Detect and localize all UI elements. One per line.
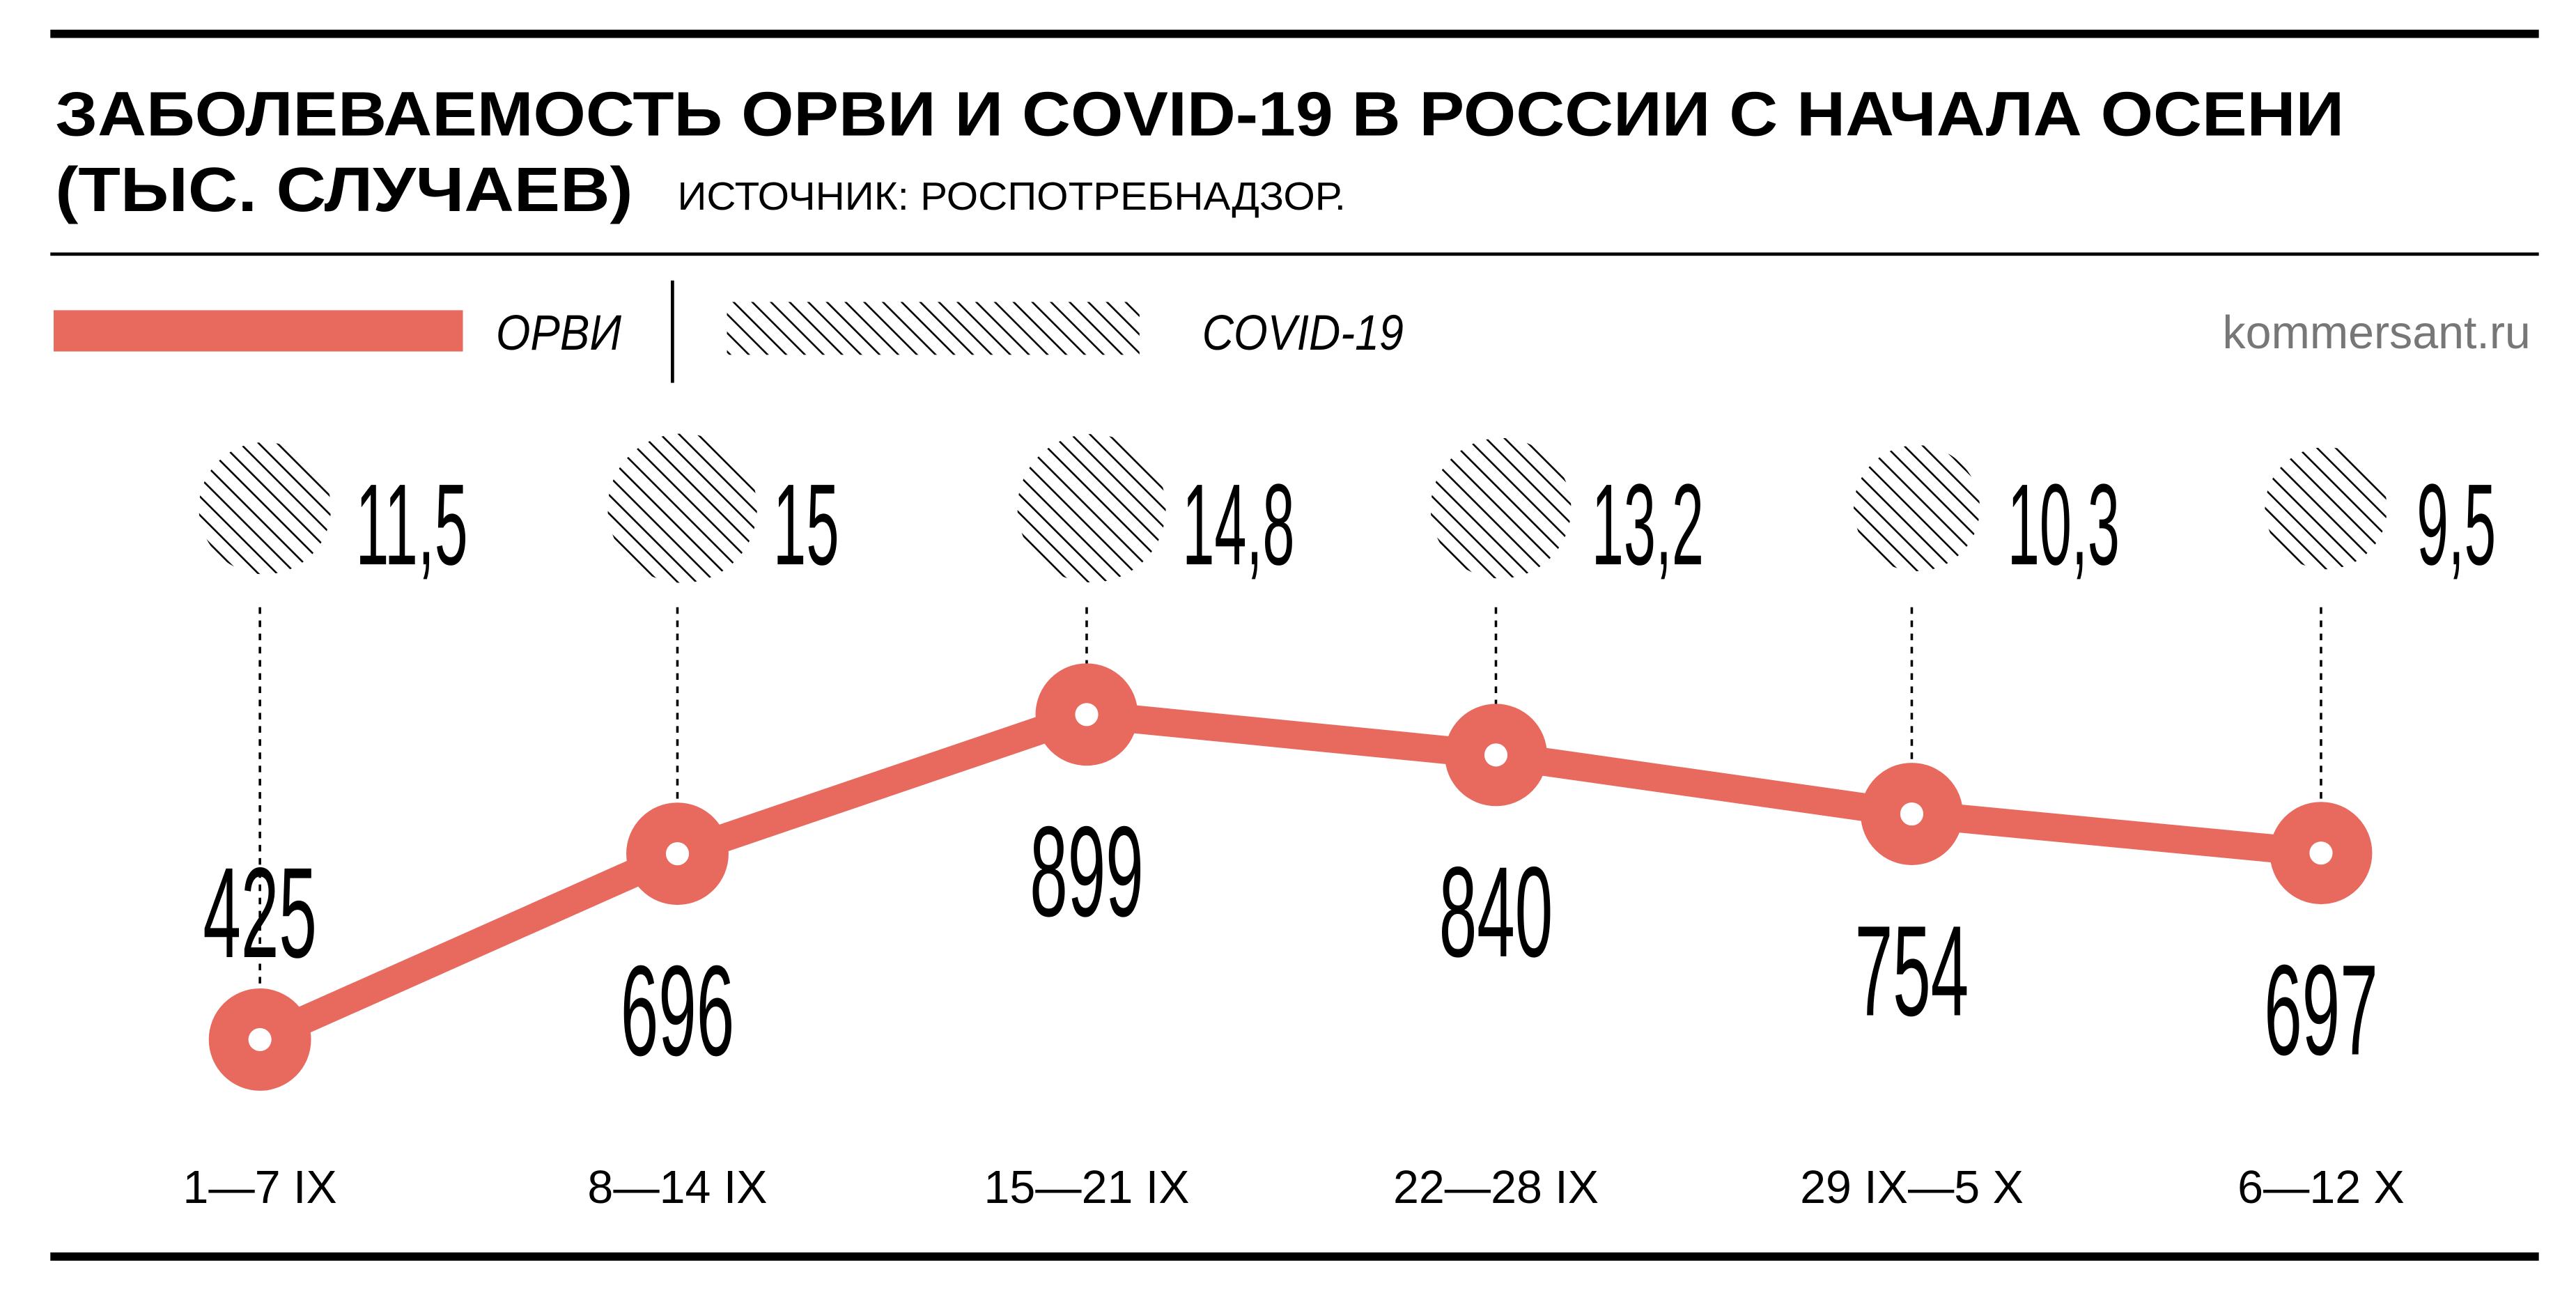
covid-hatched-circle [607,433,757,583]
orvi-value-label: 754 [1855,900,1969,1043]
covid-value-label: 15 [773,460,839,589]
covid-hatched-circle [199,442,332,575]
covid-hatched-circle [1854,445,1980,572]
legend-label-covid: COVID-19 [1202,306,1404,361]
x-tick-label: 29 IX—5 X [1800,1162,2024,1213]
orvi-point-center [1900,802,1924,826]
orvi-point-center [248,1027,272,1052]
orvi-value-label: 899 [1030,800,1143,944]
legend: ОРВИ COVID-19 [54,280,1404,383]
orvi-line [254,700,2322,1053]
covid-value-label: 14,8 [1182,460,1294,589]
covid-value-label: 10,3 [2008,460,2120,589]
orvi-point-center [665,842,690,866]
covid-value-label: 9,5 [2416,460,2496,589]
header-rule [50,252,2539,256]
orvi-value-label: 425 [203,841,316,985]
top-rule [50,29,2539,38]
covid-value-label: 11,5 [356,460,468,589]
legend-label-orvi: ОРВИ [496,306,621,361]
orvi-value-label: 840 [1439,841,1553,984]
bottom-rule [50,1252,2539,1261]
orvi-value-label: 697 [2264,939,2377,1082]
orvi-point-center [1075,703,1099,727]
chart-subtitle: (ТЫС. СЛУЧАЕВ) [55,155,633,225]
orvi-point-center [1484,743,1508,767]
x-tick-label: 8—14 IX [587,1162,767,1213]
orvi-point-center [2309,841,2333,865]
chart-title: ЗАБОЛЕВАЕМОСТЬ ОРВИ И COVID-19 В РОССИИ … [55,79,2344,149]
orvi-value-label: 696 [621,940,734,1083]
covid-hatched-circle [1017,434,1166,583]
source-note: ИСТОЧНИК: РОСПОТРЕБНАДЗОР. [677,175,1345,219]
site-credit: kommersant.ru [2223,307,2531,359]
x-tick-label: 1—7 IX [183,1162,337,1213]
covid-value-label: 13,2 [1592,460,1704,589]
covid-hatched-circle [2265,446,2387,570]
plot-area: 425 696 899 840 754 697 11,5 15 14,8 13,2 10,3 9,5 1… [183,433,2496,1213]
legend-divider [671,280,674,383]
legend-swatch-orvi [54,310,463,352]
x-tick-label: 22—28 IX [1393,1162,1599,1213]
x-tick-label: 6—12 X [2237,1162,2405,1213]
legend-swatch-covid [727,302,1140,355]
covid-hatched-circle [1430,437,1572,579]
x-tick-label: 15—21 IX [984,1162,1189,1213]
